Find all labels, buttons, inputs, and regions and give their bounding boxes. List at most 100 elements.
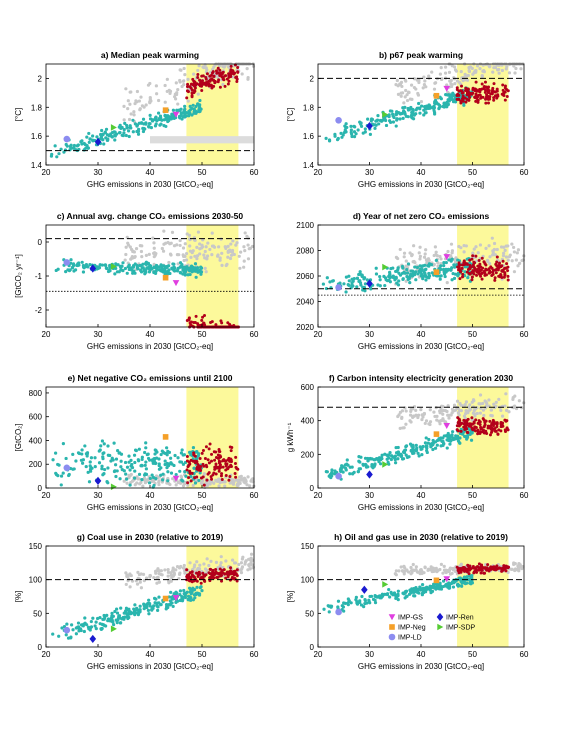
point-grey (122, 118, 126, 122)
point-cyan (141, 129, 146, 134)
point-cyan (322, 607, 326, 611)
point-grey (428, 408, 432, 412)
y-tick-label: 0 (38, 643, 43, 652)
point-cyan (147, 481, 152, 485)
point-cyan (57, 463, 61, 467)
point-grey (402, 572, 406, 576)
point-cyan (140, 478, 144, 482)
point-cyan (67, 269, 72, 273)
point-red (201, 462, 205, 466)
point-red (476, 95, 480, 99)
point-cyan (134, 448, 138, 453)
point-cyan (330, 279, 335, 283)
point-cyan (326, 604, 330, 608)
point-grey (249, 552, 254, 556)
point-cyan (365, 278, 369, 282)
point-grey (245, 67, 249, 71)
point-cyan (391, 274, 395, 278)
point-red (492, 568, 496, 572)
point-red (233, 462, 237, 466)
point-grey (186, 483, 190, 487)
point-cyan (53, 144, 57, 148)
point-grey (140, 255, 144, 259)
point-grey (478, 67, 482, 71)
point-grey (398, 426, 402, 430)
legend-label: IMP-LD (398, 635, 422, 642)
point-red (206, 472, 210, 476)
point-cyan (369, 594, 374, 598)
x-axis-label: GHG emissions in 2030 [GtCO₂-eq] (87, 503, 213, 512)
point-grey (409, 83, 414, 87)
point-grey (226, 244, 230, 248)
point-grey (504, 392, 508, 396)
point-cyan (59, 474, 64, 478)
point-grey (129, 257, 133, 261)
point-cyan (442, 261, 446, 265)
y-tick-label: 0 (38, 484, 43, 493)
point-red (499, 429, 503, 433)
point-cyan (76, 621, 81, 625)
point-grey (202, 253, 206, 257)
point-grey (424, 419, 429, 423)
point-cyan (147, 598, 151, 602)
point-red (218, 68, 222, 72)
point-cyan (449, 96, 453, 100)
point-cyan (117, 270, 121, 274)
point-red (496, 264, 500, 268)
point-cyan (102, 472, 106, 476)
point-cyan (139, 268, 143, 273)
point-cyan (54, 471, 58, 475)
point-red (479, 571, 483, 575)
imp-marker-imp-ld (63, 626, 71, 634)
imp-marker-imp-ren (366, 470, 373, 479)
point-grey (243, 231, 247, 235)
point-grey (411, 407, 415, 411)
point-red (224, 74, 228, 78)
point-cyan (407, 592, 412, 596)
point-cyan (89, 456, 94, 460)
point-grey (174, 81, 178, 85)
point-cyan (153, 271, 158, 275)
x-tick-label: 20 (42, 650, 51, 659)
point-grey (450, 571, 454, 576)
y-axis-label: [GtCO₂ yr⁻¹] (14, 254, 23, 298)
point-red (473, 95, 477, 99)
point-grey (128, 585, 132, 589)
point-cyan (409, 449, 413, 453)
point-red (220, 477, 224, 481)
point-red (202, 574, 206, 578)
point-grey (510, 242, 514, 246)
point-cyan (185, 590, 189, 594)
point-red (185, 468, 189, 472)
legend-label: IMP-Neg (398, 625, 426, 632)
point-cyan (343, 601, 347, 605)
point-cyan (431, 438, 435, 443)
point-cyan (178, 598, 182, 603)
point-cyan (75, 144, 79, 148)
x-tick-label: 30 (365, 168, 374, 177)
point-grey (210, 480, 214, 484)
point-grey (226, 255, 230, 259)
point-cyan (194, 457, 199, 461)
point-grey (514, 258, 518, 262)
point-grey (152, 241, 156, 245)
point-cyan (424, 274, 428, 279)
x-tick-label: 30 (94, 168, 103, 177)
y-tick-label: 600 (29, 413, 43, 422)
point-grey (166, 240, 170, 245)
point-cyan (341, 470, 345, 474)
y-tick-label: 2020 (296, 323, 314, 332)
point-red (496, 432, 500, 436)
point-grey (182, 258, 186, 263)
point-grey (139, 249, 144, 254)
point-cyan (462, 103, 466, 107)
point-cyan (358, 270, 362, 274)
point-red (483, 90, 487, 94)
imp-marker-imp-sdp (382, 581, 389, 588)
point-grey (182, 83, 186, 87)
point-cyan (159, 602, 163, 607)
point-grey (140, 244, 144, 248)
point-cyan (178, 589, 183, 593)
point-cyan (110, 611, 114, 615)
point-cyan (342, 282, 346, 286)
